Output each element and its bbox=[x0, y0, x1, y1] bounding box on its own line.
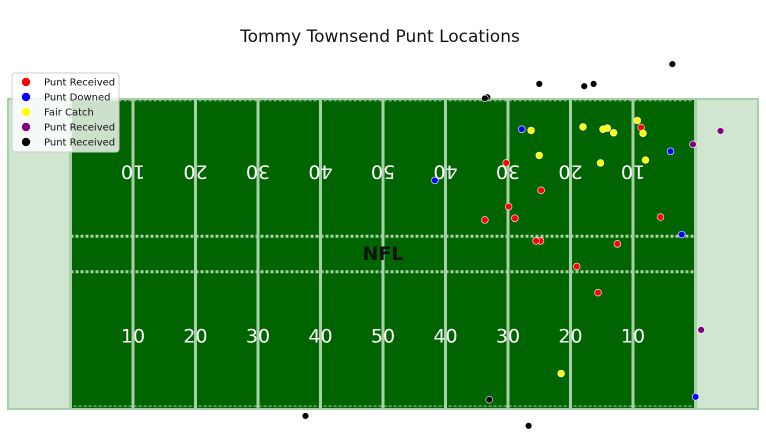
punt-point-series-2 bbox=[596, 159, 605, 167]
punt-point-series-4 bbox=[481, 94, 489, 103]
punt-point-series-2 bbox=[557, 369, 565, 378]
punt-point-series-0 bbox=[532, 237, 540, 245]
punt-point-series-1 bbox=[678, 230, 686, 239]
punt-point-series-2 bbox=[639, 129, 647, 138]
punt-point-series-2 bbox=[527, 126, 535, 135]
punt-point-series-0 bbox=[504, 202, 513, 211]
yard-number-bottom: 10 bbox=[121, 325, 145, 347]
yard-number-bottom: 40 bbox=[433, 325, 457, 347]
yard-number-top: 50 bbox=[371, 161, 395, 183]
punt-point-series-4 bbox=[589, 80, 598, 88]
punt-point-series-3 bbox=[689, 140, 697, 149]
punt-point-series-1 bbox=[431, 176, 439, 185]
punt-point-series-0 bbox=[502, 159, 510, 167]
football-field: 10 10 20 20 30 30 40 40 50 50 40 40 30 30 20 20 10 10 NFL bbox=[7, 98, 759, 410]
punt-point-series-0 bbox=[613, 240, 622, 248]
yard-number-bottom: 20 bbox=[183, 325, 207, 347]
legend-label: Fair Catch bbox=[44, 108, 94, 119]
legend-marker bbox=[21, 77, 31, 87]
legend-label: Punt Received bbox=[44, 78, 115, 89]
legend-marker bbox=[21, 122, 31, 132]
punt-point-series-2 bbox=[535, 151, 543, 160]
yard-number-top: 40 bbox=[308, 161, 332, 183]
yard-number-top: 40 bbox=[433, 161, 457, 183]
punt-point-series-2 bbox=[603, 124, 612, 132]
punt-point-series-2 bbox=[633, 116, 642, 125]
yard-number-top: 20 bbox=[558, 161, 582, 183]
chart-title: Tommy Townsend Punt Locations bbox=[239, 27, 520, 47]
punt-point-series-0 bbox=[481, 216, 489, 224]
punt-point-series-0 bbox=[511, 214, 519, 222]
punt-point-series-0 bbox=[537, 186, 545, 195]
legend-label: Punt Downed bbox=[44, 93, 110, 104]
punt-point-series-1 bbox=[666, 147, 675, 156]
legend-marker bbox=[21, 92, 31, 102]
punt-point-series-2 bbox=[609, 129, 618, 137]
punt-point-series-2 bbox=[579, 123, 587, 131]
punt-point-series-4 bbox=[485, 395, 493, 404]
punt-point-series-1 bbox=[691, 393, 700, 401]
punt-point-series-4 bbox=[524, 422, 533, 430]
yard-number-bottom: 50 bbox=[371, 325, 395, 347]
yard-number-bottom: 30 bbox=[496, 325, 520, 347]
punt-point-series-2 bbox=[641, 156, 650, 164]
punt-point-series-3 bbox=[716, 127, 725, 135]
punt-point-series-0 bbox=[594, 288, 602, 297]
yard-number-bottom: 20 bbox=[558, 325, 582, 347]
punt-point-series-0 bbox=[656, 213, 665, 221]
nfl-logo: NFL bbox=[363, 243, 404, 265]
punt-point-series-4 bbox=[535, 80, 543, 88]
punt-point-series-0 bbox=[573, 262, 581, 271]
legend-label: Punt Received bbox=[44, 138, 115, 149]
chart-legend: Punt Received Punt Downed Fair Catch Punt R… bbox=[11, 72, 120, 153]
yard-number-top: 30 bbox=[246, 161, 270, 183]
yard-number-bottom: 10 bbox=[621, 325, 645, 347]
legend-marker bbox=[21, 107, 31, 117]
punt-point-series-3 bbox=[697, 326, 705, 334]
punt-point-series-1 bbox=[518, 125, 526, 133]
punt-points bbox=[301, 60, 725, 430]
punt-point-series-4 bbox=[668, 60, 677, 68]
legend-box bbox=[11, 72, 120, 153]
punt-point-series-4 bbox=[580, 82, 588, 90]
legend-marker bbox=[21, 137, 31, 147]
yard-number-top: 10 bbox=[621, 161, 645, 183]
yard-number-bottom: 30 bbox=[246, 325, 270, 347]
punt-point-series-4 bbox=[301, 412, 310, 420]
yard-number-top: 20 bbox=[183, 161, 207, 183]
yard-number-bottom: 40 bbox=[308, 325, 332, 347]
legend-label: Punt Received bbox=[44, 123, 115, 134]
yard-number-top: 30 bbox=[496, 161, 520, 183]
yard-number-top: 10 bbox=[121, 161, 145, 183]
